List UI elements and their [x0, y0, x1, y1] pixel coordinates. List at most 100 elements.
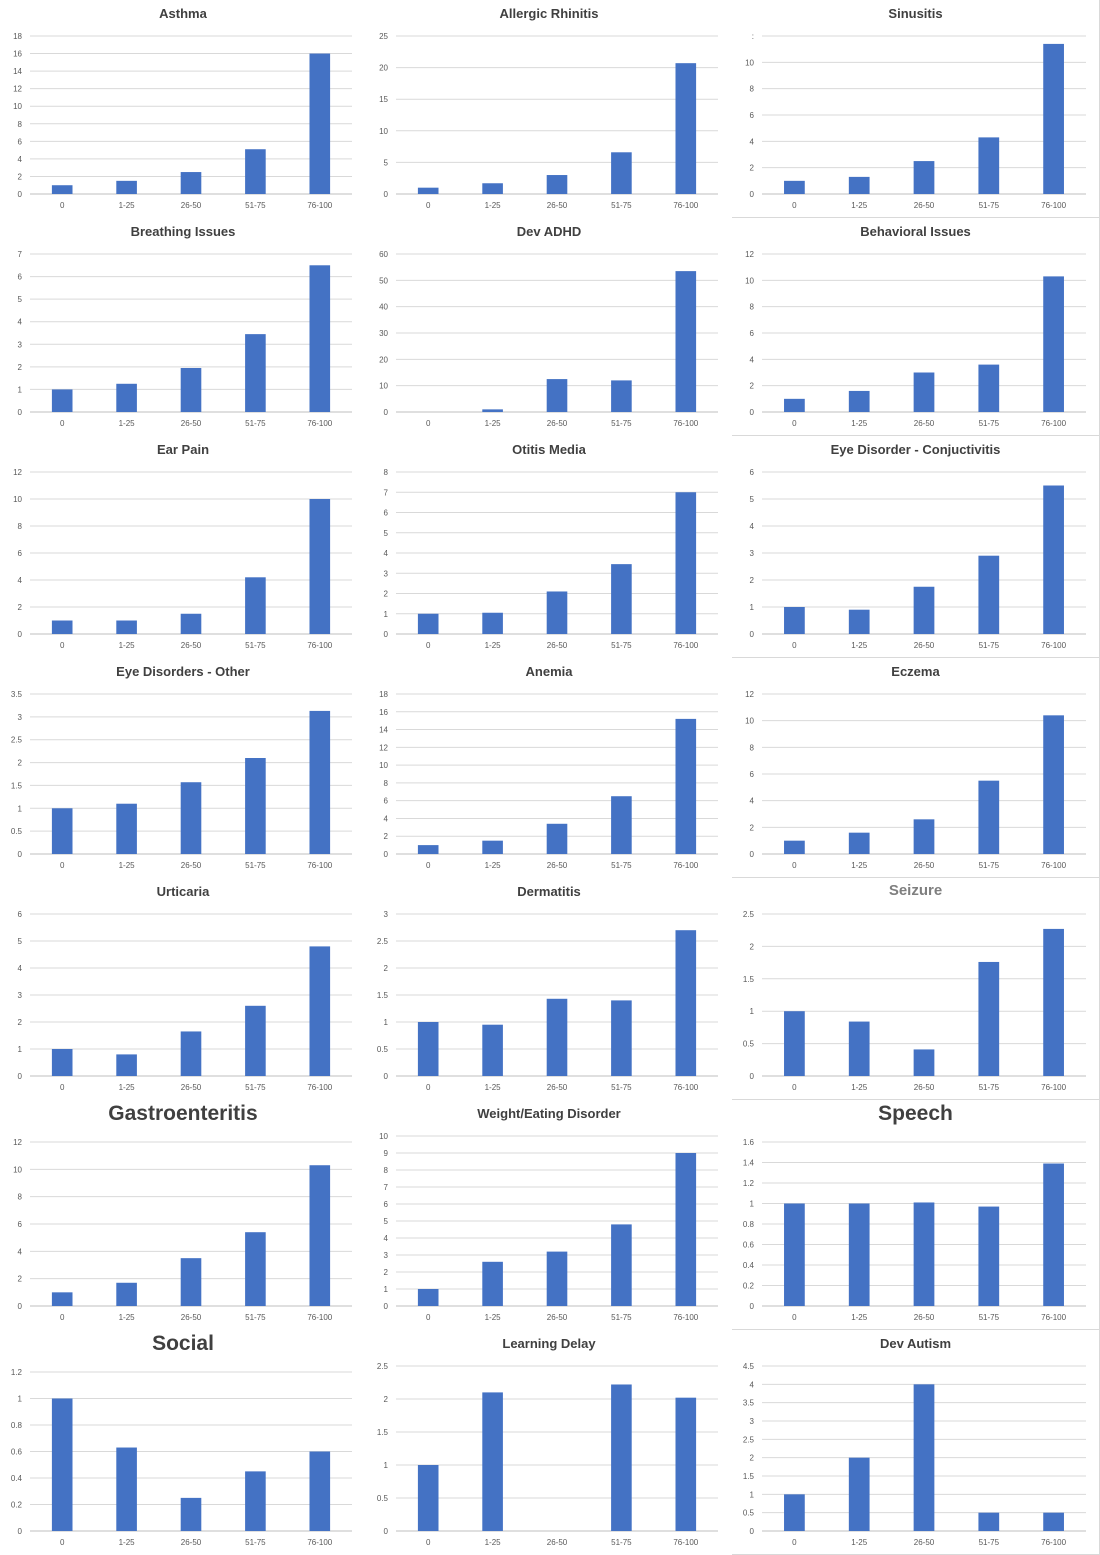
y-tick-label: 5	[18, 937, 23, 946]
y-tick-label: 0	[384, 1527, 389, 1536]
y-tick-label: 25	[379, 32, 388, 41]
x-tick-label: 51-75	[245, 201, 266, 210]
asthma-chart-title: Asthma	[159, 6, 207, 21]
bar-26-50	[180, 172, 202, 194]
bar-51-75	[611, 564, 632, 634]
y-tick-label: 0.5	[743, 1040, 755, 1049]
x-tick-label: 26-50	[547, 201, 568, 210]
y-tick-label: 4	[18, 576, 23, 585]
urticaria-chart-title: Urticaria	[156, 884, 210, 899]
x-tick-label: 51-75	[611, 641, 632, 650]
urticaria-chart: Urticaria 0 1 2 3 4 5 6 0 1-25 26-50 51-75 76-100	[0, 878, 366, 1100]
y-tick-label: 10	[13, 495, 22, 504]
x-tick-label: 1-25	[119, 1313, 136, 1322]
y-tick-label: 1	[750, 1490, 755, 1499]
x-tick-label: 51-75	[245, 419, 266, 428]
y-tick-label: 1	[18, 385, 23, 394]
y-tick-label: 2	[750, 823, 755, 832]
y-tick-label: 1	[384, 1018, 389, 1027]
eye-disorder-conjuctivitis-chart-title: Eye Disorder - Conjuctivitis	[830, 442, 1001, 457]
y-tick-label: 20	[379, 355, 388, 364]
y-tick-label: 12	[13, 468, 22, 477]
x-tick-label: 26-50	[181, 641, 202, 650]
x-tick-label: 76-100	[1041, 1538, 1066, 1547]
y-tick-label: 1	[18, 1045, 23, 1054]
y-tick-label: 2	[750, 1454, 755, 1463]
y-tick-label: 6	[18, 549, 23, 558]
x-tick-label: 26-50	[547, 1083, 568, 1092]
bar-26-50	[546, 998, 568, 1076]
y-tick-label: 1.5	[743, 1472, 755, 1481]
bar-1-25	[848, 1457, 870, 1531]
y-tick-label: 0	[18, 190, 23, 199]
bar-0	[51, 185, 73, 194]
y-tick-label: 0.4	[743, 1261, 755, 1270]
bar-0	[51, 1292, 73, 1306]
x-tick-label: 0	[60, 861, 65, 870]
bar-26-50	[546, 591, 568, 634]
y-tick-label: 2.5	[377, 1362, 389, 1371]
bar-0	[784, 398, 805, 412]
y-tick-label: 2	[750, 382, 755, 391]
y-tick-label: 1	[750, 1007, 755, 1016]
bar-76-100	[1043, 43, 1064, 195]
x-tick-label: 0	[792, 1083, 797, 1092]
x-tick-label: 0	[792, 419, 797, 428]
x-tick-label: 76-100	[1041, 201, 1066, 210]
y-tick-label: 1.2	[11, 1368, 23, 1377]
x-tick-label: 26-50	[547, 1313, 568, 1322]
eczema-chart-title: Eczema	[891, 664, 940, 679]
bar-51-75	[245, 1005, 266, 1076]
ear-pain-plot: 0 2 4 6 8 10 12 0 1-25 26-50 51-75 76-100	[13, 468, 352, 650]
dev-autism-plot: 0 0.5 1 1.5 2 2.5 3 3.5 4 4.5 0 1-25 26-50 51-75 76-10…	[743, 1362, 1086, 1547]
bar-26-50	[913, 372, 935, 412]
y-tick-label: 10	[745, 717, 754, 726]
y-tick-label: 0	[18, 850, 23, 859]
x-tick-label: 51-75	[979, 641, 1000, 650]
y-tick-label: 0	[18, 630, 23, 639]
bar-76-100	[1043, 928, 1064, 1076]
y-tick-label: 8	[18, 522, 23, 531]
y-tick-label: 40	[379, 303, 388, 312]
y-tick-label: 0.8	[743, 1220, 755, 1229]
x-tick-label: 1-25	[485, 1538, 502, 1547]
bar-51-75	[978, 555, 1000, 634]
y-tick-label: 0	[384, 190, 389, 199]
bar-51-75	[611, 1000, 632, 1076]
x-tick-label: 0	[426, 1083, 431, 1092]
bar-0	[784, 180, 805, 194]
y-tick-label: 1.5	[743, 975, 755, 984]
bar-0	[417, 1465, 439, 1531]
y-tick-label: 6	[18, 910, 23, 919]
x-tick-label: 0	[792, 201, 797, 210]
y-tick-label: 18	[379, 690, 388, 699]
y-tick-label: 12	[379, 743, 388, 752]
dev-autism-chart: Dev Autism 0 0.5 1 1.5 2 2.5 3 3.5 4 4.5 0 1-25 26-50…	[732, 1330, 1100, 1555]
behavioral-issues-plot: 0 2 4 6 8 10 12 0 1-25 26-50 51-75 76-100	[745, 250, 1086, 428]
y-tick-label: 2	[384, 590, 389, 599]
x-tick-label: 1-25	[851, 419, 868, 428]
x-tick-label: 51-75	[245, 1083, 266, 1092]
behavioral-issues-chart: Behavioral Issues 0 2 4 6 8 10 12 0 1-25 26-50 51-7…	[732, 218, 1100, 436]
y-tick-label: 0	[750, 1302, 755, 1311]
x-tick-label: 1-25	[851, 1083, 868, 1092]
allergic-rhinitis-plot: 0 5 10 15 20 25 0 1-25 26-50 51-75 76-100	[379, 32, 718, 210]
bar-0	[784, 1494, 805, 1531]
y-tick-label: 5	[384, 529, 389, 538]
bar-1-25	[116, 803, 137, 854]
y-tick-label: 0.6	[11, 1448, 23, 1457]
asthma-plot: 0 2 4 6 8 10 12 14 16 18 0 1-25 26-50 51-75 76-100	[13, 32, 352, 210]
weight-eating-disorder-chart: Weight/Eating Disorder 0 1 2 3 4 5 6 7 8 9 10 0 1-25 2…	[366, 1100, 732, 1330]
y-tick-label: 7	[18, 250, 23, 259]
y-tick-label: 1	[750, 1200, 755, 1209]
y-tick-label: 8	[750, 743, 755, 752]
x-tick-label: 76-100	[673, 1313, 698, 1322]
y-tick-label: 9	[384, 1149, 389, 1158]
y-tick-label: 20	[379, 64, 388, 73]
y-tick-label: 3.5	[743, 1399, 755, 1408]
x-tick-label: 26-50	[181, 1083, 202, 1092]
bar-26-50	[180, 782, 202, 854]
x-tick-label: 26-50	[547, 861, 568, 870]
x-tick-label: 51-75	[245, 1313, 266, 1322]
bar-26-50	[546, 175, 568, 194]
